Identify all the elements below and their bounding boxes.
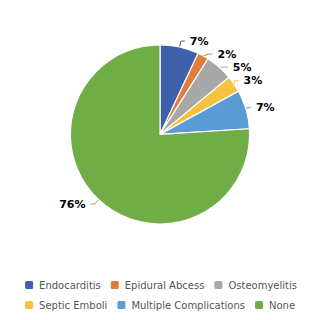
svg-text:5%: 5% (233, 61, 252, 74)
svg-text:7%: 7% (256, 101, 275, 114)
svg-text:2%: 2% (218, 48, 237, 61)
svg-text:None: None (269, 300, 295, 311)
svg-text:Multiple Complications: Multiple Complications (131, 300, 245, 311)
svg-text:Epidural Abcess: Epidural Abcess (125, 280, 205, 291)
svg-text:Septic Emboli: Septic Emboli (39, 300, 107, 311)
svg-text:Osteomyelitis: Osteomyelitis (228, 280, 297, 291)
svg-text:76%: 76% (59, 198, 85, 211)
svg-text:3%: 3% (244, 74, 263, 87)
svg-text:7%: 7% (190, 35, 209, 48)
svg-text:Endocarditis: Endocarditis (39, 280, 101, 291)
